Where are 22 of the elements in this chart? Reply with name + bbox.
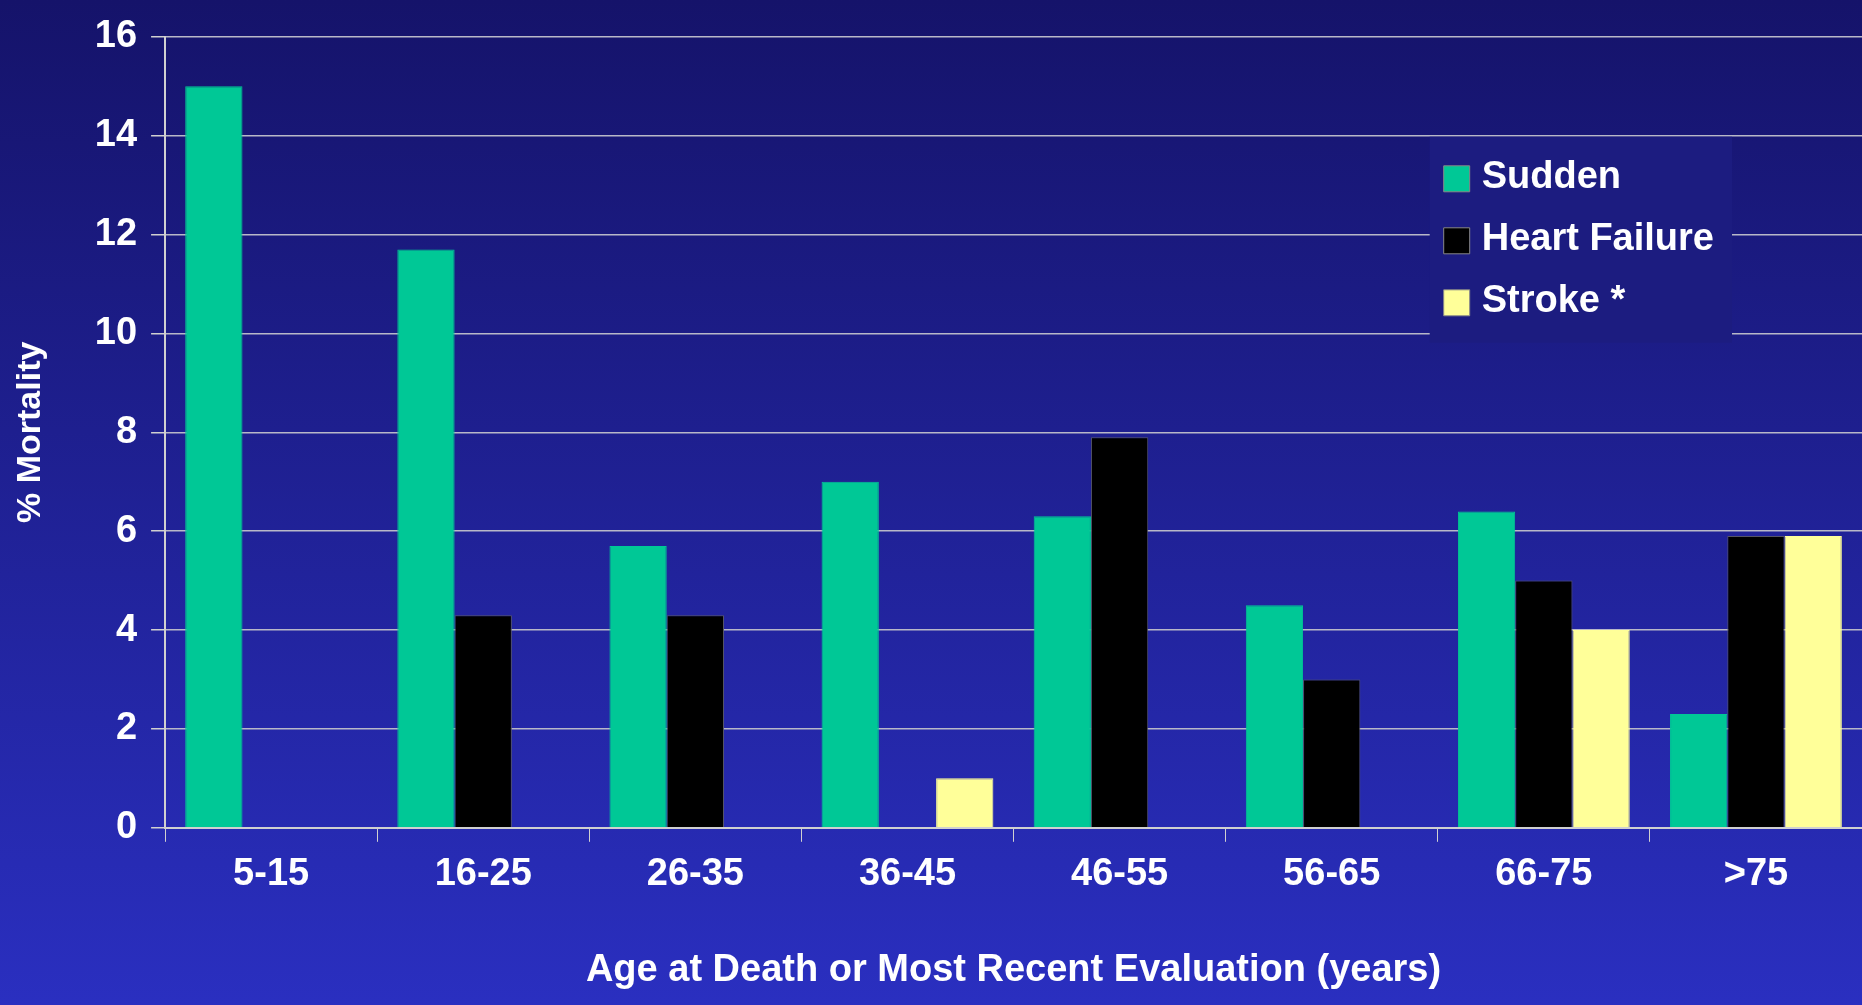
y-tick-label: 12 <box>94 211 138 254</box>
y-axis-title: % Mortality <box>8 341 47 523</box>
y-tick-label: 8 <box>115 408 138 451</box>
y-tick-label: 0 <box>115 804 138 847</box>
legend-label: Heart Failure <box>1481 216 1715 259</box>
x-tick-label: 26-35 <box>646 851 744 894</box>
x-tick-label: 66-75 <box>1495 851 1593 894</box>
y-tick-label: 4 <box>115 606 138 649</box>
x-tick-label: 36-45 <box>858 851 957 894</box>
x-tick-label: 56-65 <box>1283 851 1381 894</box>
x-tick-label: 16-25 <box>434 851 532 894</box>
y-tick-label: 14 <box>94 112 138 155</box>
legend-label: Sudden <box>1481 154 1622 197</box>
x-axis-title: Age at Death or Most Recent Evaluation (years) <box>585 946 1442 989</box>
y-tick-label: 16 <box>94 13 138 56</box>
x-tick-label: >75 <box>1723 851 1789 894</box>
y-tick-label: 6 <box>115 507 138 550</box>
y-tick-label: 10 <box>94 309 138 352</box>
legend-label: Stroke * <box>1481 278 1626 321</box>
x-tick-label: 5-15 <box>233 851 310 894</box>
y-tick-label: 2 <box>115 705 138 748</box>
x-tick-label: 46-55 <box>1070 851 1169 894</box>
